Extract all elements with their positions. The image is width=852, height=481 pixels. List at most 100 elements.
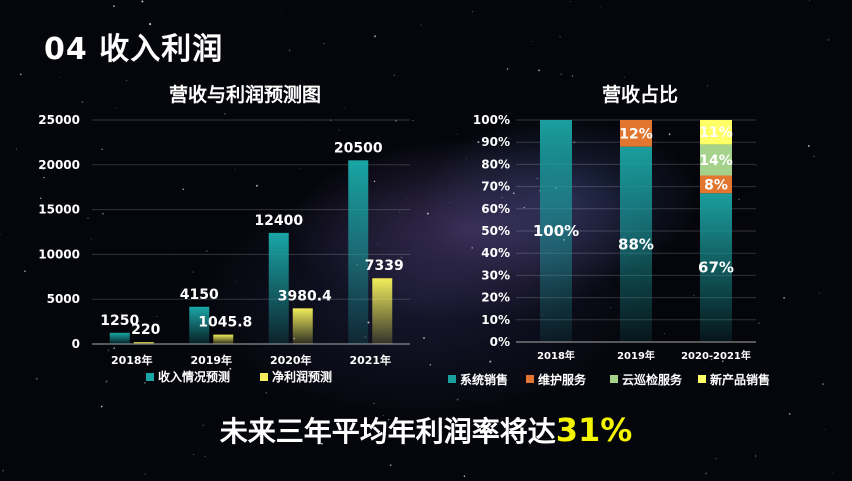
star — [255, 184, 258, 187]
legend-swatch-cloud-inspection — [610, 375, 618, 383]
system-sales-data-label: 67% — [698, 259, 734, 277]
cloud-inspection-segment — [700, 144, 732, 176]
star — [756, 165, 758, 167]
star — [206, 250, 208, 252]
y-tick-label: 70% — [481, 180, 510, 194]
profit-data-label: 7339 — [365, 258, 404, 274]
y-tick-label: 60% — [481, 202, 510, 216]
star — [821, 383, 825, 386]
y-tick-label: 90% — [481, 135, 510, 149]
star — [126, 80, 127, 81]
star — [399, 211, 401, 213]
y-tick-label: 50% — [481, 224, 510, 238]
new-product-segment — [700, 120, 732, 145]
star — [113, 347, 115, 349]
star — [715, 458, 717, 460]
star — [569, 1, 571, 2]
new-product-data-label: 11% — [699, 125, 733, 141]
star — [693, 294, 695, 297]
y-tick-label: 10000 — [38, 247, 80, 261]
maintenance-segment — [700, 175, 732, 194]
star — [449, 453, 451, 454]
star — [101, 148, 103, 150]
star — [65, 423, 66, 425]
y-tick-label: 5000 — [47, 292, 80, 306]
footer-text: 未来三年平均年利润率将达 — [219, 415, 556, 448]
star — [170, 253, 171, 255]
star — [571, 75, 574, 77]
star — [193, 453, 195, 456]
x-tick-label: 2020年 — [270, 353, 312, 367]
star — [426, 212, 429, 215]
profit-bar — [213, 334, 234, 344]
star — [144, 473, 146, 475]
legend-label-profit: 净利润预测 — [272, 369, 332, 384]
star — [101, 212, 104, 215]
star — [59, 77, 61, 78]
star — [235, 281, 236, 282]
star — [560, 73, 563, 75]
star — [449, 202, 451, 204]
star — [531, 40, 533, 43]
star — [259, 435, 261, 438]
star — [204, 455, 206, 457]
star — [323, 42, 325, 45]
star — [387, 265, 390, 268]
star — [722, 360, 724, 362]
star — [234, 169, 236, 171]
star — [673, 65, 674, 67]
x-tick-label: 2021年 — [349, 353, 391, 367]
star — [489, 360, 492, 363]
profit-data-label: 1045.8 — [198, 315, 252, 331]
revenue-bar — [189, 306, 210, 344]
maintenance-data-label: 8% — [704, 177, 728, 193]
star — [498, 211, 500, 213]
star — [523, 206, 525, 209]
star — [321, 442, 323, 445]
star — [456, 133, 458, 135]
star — [559, 36, 561, 38]
legend-label-system-sales: 系统销售 — [460, 372, 508, 387]
star — [668, 133, 671, 135]
star — [761, 273, 763, 274]
star — [373, 402, 375, 404]
profit-data-label: 3980.4 — [278, 288, 332, 304]
star — [512, 192, 515, 195]
star — [229, 367, 232, 370]
star — [15, 148, 18, 150]
star — [738, 198, 740, 200]
legend-swatch-maintenance — [526, 375, 534, 383]
star — [501, 197, 503, 199]
star — [87, 217, 89, 219]
x-tick-label: 2019年 — [190, 353, 232, 367]
star — [471, 247, 474, 249]
system-sales-segment — [540, 120, 572, 342]
star — [473, 272, 475, 274]
star — [306, 120, 308, 121]
x-tick-label: 2019年 — [617, 349, 655, 362]
star — [573, 141, 576, 144]
star — [249, 59, 250, 60]
star — [527, 47, 529, 49]
page-title: 04 收入利润 — [44, 32, 224, 67]
legend-swatch-new-product — [698, 375, 706, 383]
star — [758, 322, 760, 324]
footer-conclusion: 未来三年平均年利润率将达31% — [0, 410, 852, 450]
star — [610, 306, 612, 308]
star — [43, 176, 45, 179]
star — [215, 227, 217, 229]
y-tick-label: 10% — [481, 313, 510, 327]
star — [755, 455, 757, 457]
y-tick-label: 20% — [481, 291, 510, 305]
star — [265, 392, 267, 394]
star — [412, 120, 414, 122]
revenue-profit-chart-title: 营收与利润预测图 — [168, 84, 321, 106]
star — [807, 145, 810, 147]
revenue-bar — [268, 232, 289, 344]
star — [156, 315, 158, 317]
star — [149, 23, 152, 26]
star — [107, 349, 110, 352]
legend-swatch-revenue — [146, 373, 154, 381]
star — [141, 0, 144, 3]
star — [813, 155, 815, 157]
